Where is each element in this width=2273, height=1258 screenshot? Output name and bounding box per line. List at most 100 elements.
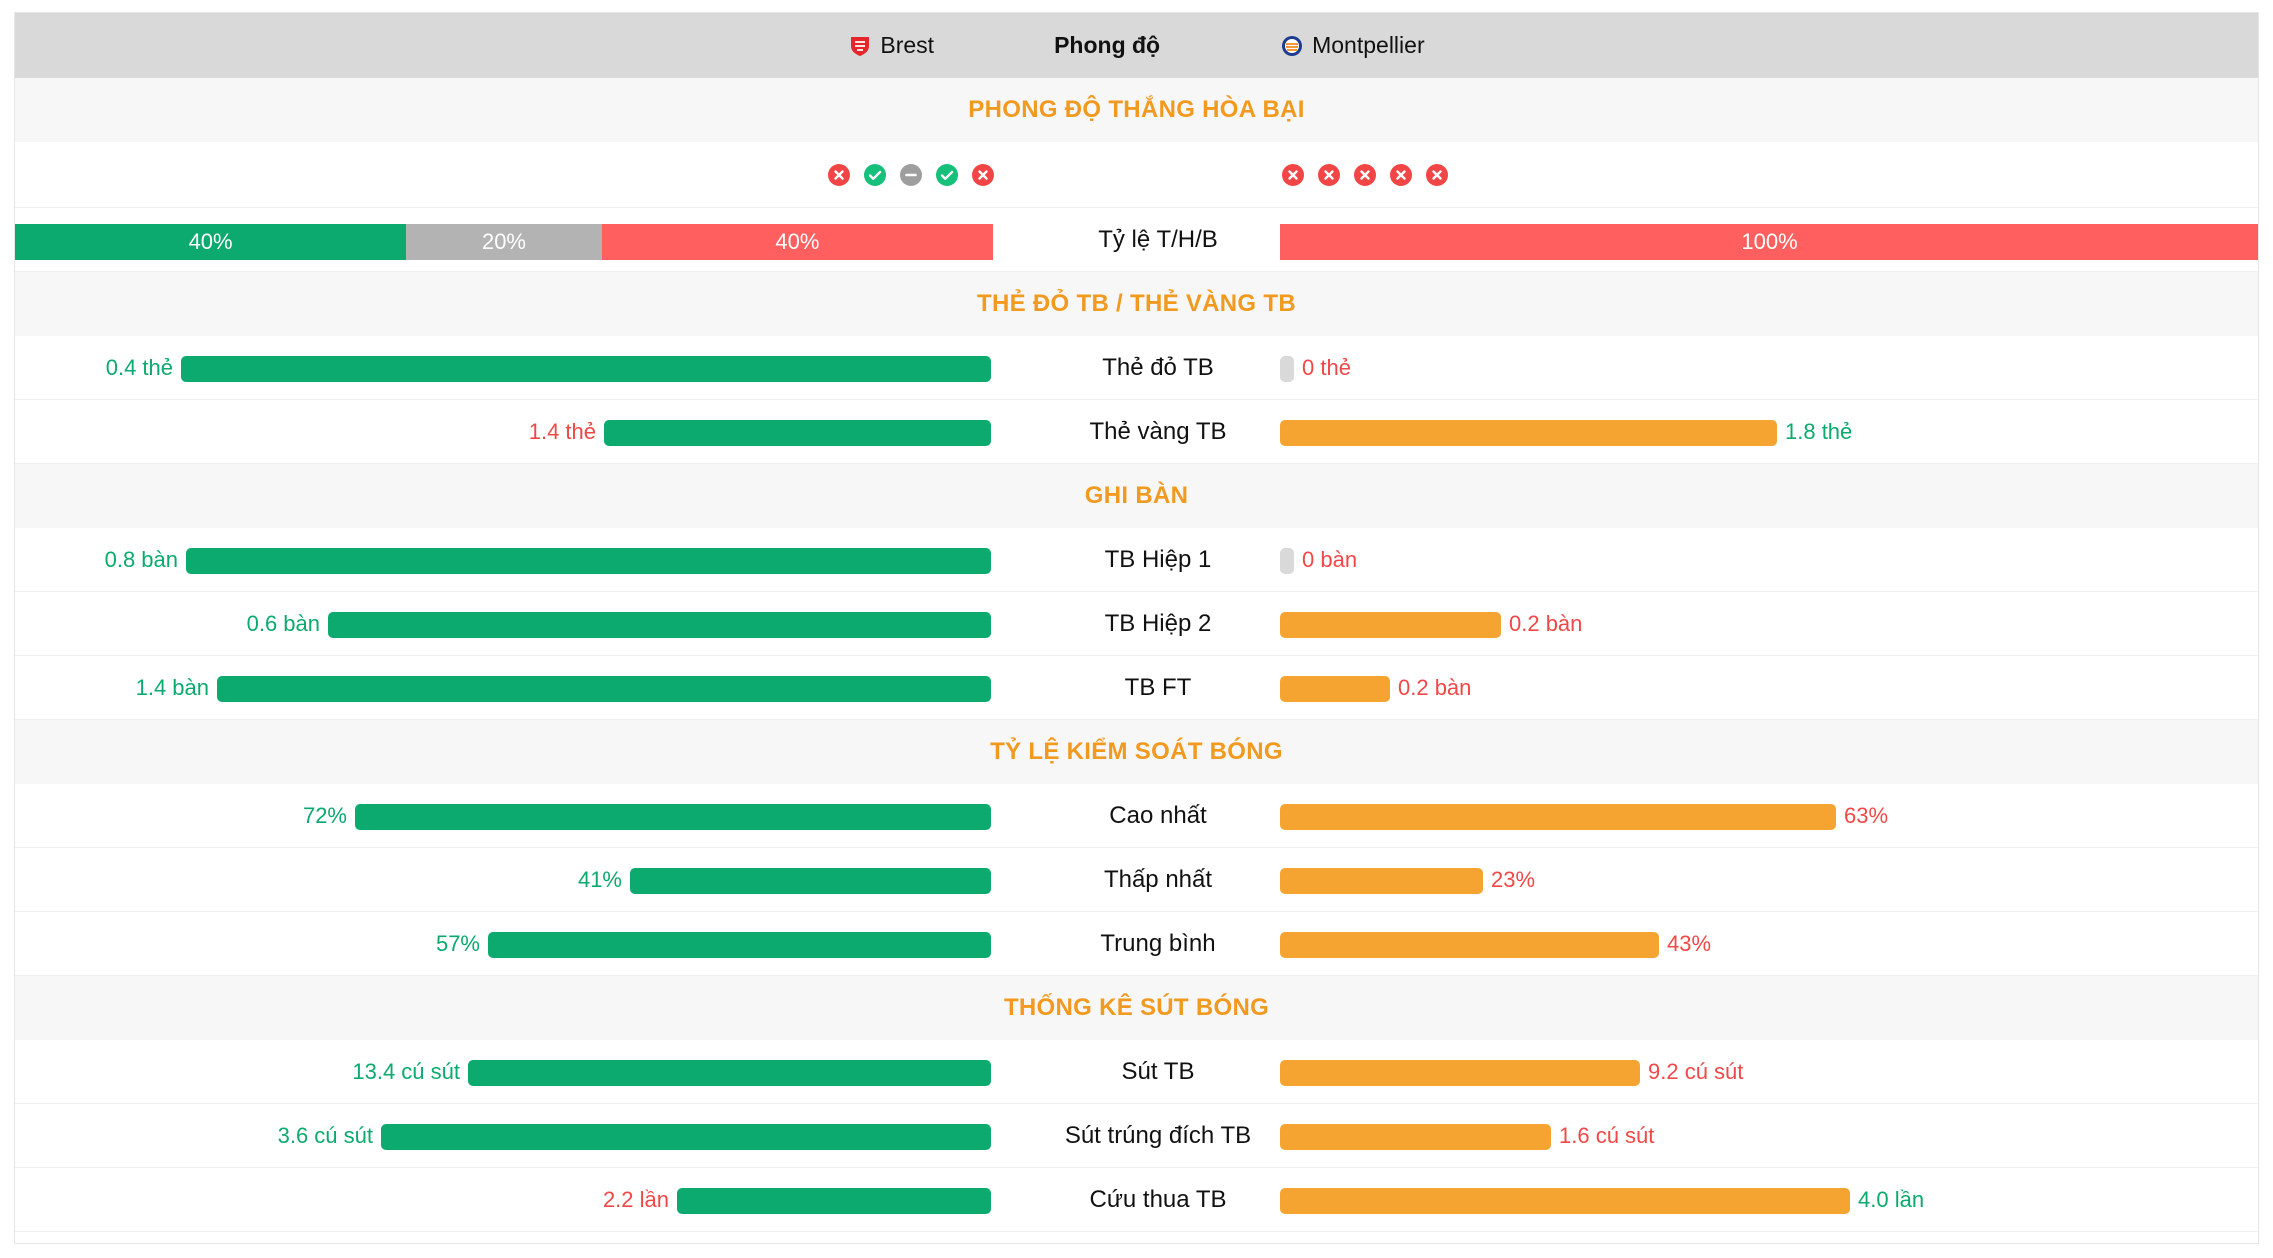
away-bar <box>1280 356 1294 382</box>
home-bar <box>604 420 991 446</box>
home-bar <box>355 804 991 830</box>
section-title-form: PHONG ĐỘ THẮNG HÒA BẠI <box>15 78 2258 142</box>
stat-label: Cứu thua TB <box>1089 1185 1227 1213</box>
away-bar <box>1280 1060 1640 1086</box>
stat-label: Trung bình <box>1100 929 1216 957</box>
away-value: 0 thẻ <box>1302 354 1351 380</box>
stat-label: Thấp nhất <box>1103 865 1213 893</box>
stat-label: Thẻ đỏ TB <box>1102 353 1214 381</box>
home-win-segment: 40% <box>15 224 407 260</box>
stat-row: 41% Thấp nhất 23% <box>15 848 2258 912</box>
home-result-win-icon <box>864 163 886 186</box>
section-title: THẺ ĐỎ TB / THẺ VÀNG TB <box>15 272 2258 336</box>
home-bar <box>677 1188 991 1214</box>
stat-label: TB Hiệp 1 <box>1104 545 1212 573</box>
home-bar <box>468 1060 991 1086</box>
home-value: 3.6 cú sút <box>277 1122 373 1148</box>
home-draw-segment: 20% <box>406 224 602 260</box>
home-bar <box>630 868 991 894</box>
wdl-ratio-row: 40% 20% 40% Tỷ lệ T/H/B 100% <box>15 208 2258 272</box>
stat-label: Thẻ vàng TB <box>1089 417 1227 445</box>
home-bar <box>217 676 991 702</box>
home-value: 72% <box>302 802 347 828</box>
stat-row: 0.4 thẻ Thẻ đỏ TB 0 thẻ <box>15 336 2258 400</box>
home-result-win-icon <box>936 163 958 186</box>
away-bar <box>1280 932 1659 958</box>
home-bar <box>488 932 991 958</box>
stat-row: 3.6 cú sút Sút trúng đích TB 1.6 cú sút <box>15 1104 2258 1168</box>
away-result-loss-icon <box>1318 163 1340 186</box>
home-bar <box>181 356 991 382</box>
away-value: 43% <box>1667 930 1712 956</box>
home-value: 13.4 cú sút <box>352 1058 460 1084</box>
away-value: 63% <box>1844 802 1889 828</box>
stat-row: 1.4 thẻ Thẻ vàng TB 1.8 thẻ <box>15 400 2258 464</box>
away-result-loss-icon <box>1282 163 1304 186</box>
away-form-icons <box>1282 142 1448 207</box>
stat-row: 2.2 lần Cứu thua TB 4.0 lần <box>15 1168 2258 1232</box>
stat-label: Cao nhất <box>1109 801 1207 829</box>
stat-row: 0.6 bàn TB Hiệp 2 0.2 bàn <box>15 592 2258 656</box>
home-value: 0.4 thẻ <box>105 354 173 380</box>
away-value: 0.2 bàn <box>1398 674 1472 700</box>
home-value: 41% <box>577 866 622 892</box>
away-result-loss-icon <box>1390 163 1412 186</box>
section-title: THỐNG KÊ SÚT BÓNG <box>15 976 2258 1040</box>
home-wdl-bar: 40% 20% 40% <box>15 224 993 260</box>
form-results-row <box>15 142 2258 208</box>
away-result-loss-icon <box>1354 163 1376 186</box>
away-team-name: Montpellier <box>1312 32 1425 58</box>
away-bar <box>1280 548 1294 574</box>
home-value: 0.8 bàn <box>104 546 178 572</box>
away-value: 0 bàn <box>1302 546 1358 572</box>
away-value: 1.8 thẻ <box>1785 418 1853 444</box>
header-bar: Brest Phong độ Montpellier <box>15 13 2258 78</box>
home-loss-segment: 40% <box>601 224 993 260</box>
away-team[interactable]: Montpellier <box>1280 32 1425 59</box>
stat-label: TB FT <box>1124 673 1192 701</box>
home-result-draw-icon <box>900 163 922 186</box>
away-bar <box>1280 612 1501 638</box>
montpellier-logo-icon <box>1280 34 1304 58</box>
home-bar <box>381 1124 991 1150</box>
stat-row: 1.4 bàn TB FT 0.2 bàn <box>15 656 2258 720</box>
away-value: 23% <box>1491 866 1536 892</box>
away-value: 9.2 cú sút <box>1648 1058 1744 1084</box>
home-team[interactable]: Brest <box>848 32 934 59</box>
home-value: 57% <box>435 930 480 956</box>
brest-logo-icon <box>848 34 872 58</box>
section-title: TỶ LỆ KIỂM SOÁT BÓNG <box>15 720 2258 784</box>
stat-label: Sút TB <box>1121 1057 1195 1085</box>
page-title: Phong độ <box>1054 32 1161 58</box>
section-title: GHI BÀN <box>15 464 2258 528</box>
away-bar <box>1280 676 1390 702</box>
home-form-icons <box>828 142 994 207</box>
away-bar <box>1280 420 1777 446</box>
away-value: 4.0 lần <box>1858 1186 1925 1212</box>
stat-label: Sút trúng đích TB <box>1064 1121 1252 1149</box>
home-value: 0.6 bàn <box>246 610 320 636</box>
stat-row: 0.8 bàn TB Hiệp 1 0 bàn <box>15 528 2258 592</box>
home-team-name: Brest <box>880 32 935 58</box>
home-result-loss-icon <box>972 163 994 186</box>
away-value: 1.6 cú sút <box>1559 1122 1655 1148</box>
home-value: 1.4 bàn <box>135 674 209 700</box>
away-bar <box>1280 804 1836 830</box>
stat-row: 13.4 cú sút Sút TB 9.2 cú sút <box>15 1040 2258 1104</box>
home-value: 2.2 lần <box>602 1186 669 1212</box>
stat-row: 72% Cao nhất 63% <box>15 784 2258 848</box>
away-bar <box>1280 1188 1850 1214</box>
away-loss-segment: 100% <box>1280 224 2258 260</box>
away-bar <box>1280 868 1483 894</box>
home-bar <box>328 612 991 638</box>
away-result-loss-icon <box>1426 163 1448 186</box>
stat-label: TB Hiệp 2 <box>1104 609 1212 637</box>
away-wdl-bar: 100% <box>1280 224 2258 260</box>
stat-row: 57% Trung bình 43% <box>15 912 2258 976</box>
home-value: 1.4 thẻ <box>528 418 596 444</box>
home-bar <box>186 548 991 574</box>
home-result-loss-icon <box>828 163 850 186</box>
stats-panel: Brest Phong độ Montpellier PHONG ĐỘ THẮN… <box>14 12 2259 1244</box>
away-bar <box>1280 1124 1551 1150</box>
wdl-ratio-label: Tỷ lệ T/H/B <box>1098 225 1218 253</box>
